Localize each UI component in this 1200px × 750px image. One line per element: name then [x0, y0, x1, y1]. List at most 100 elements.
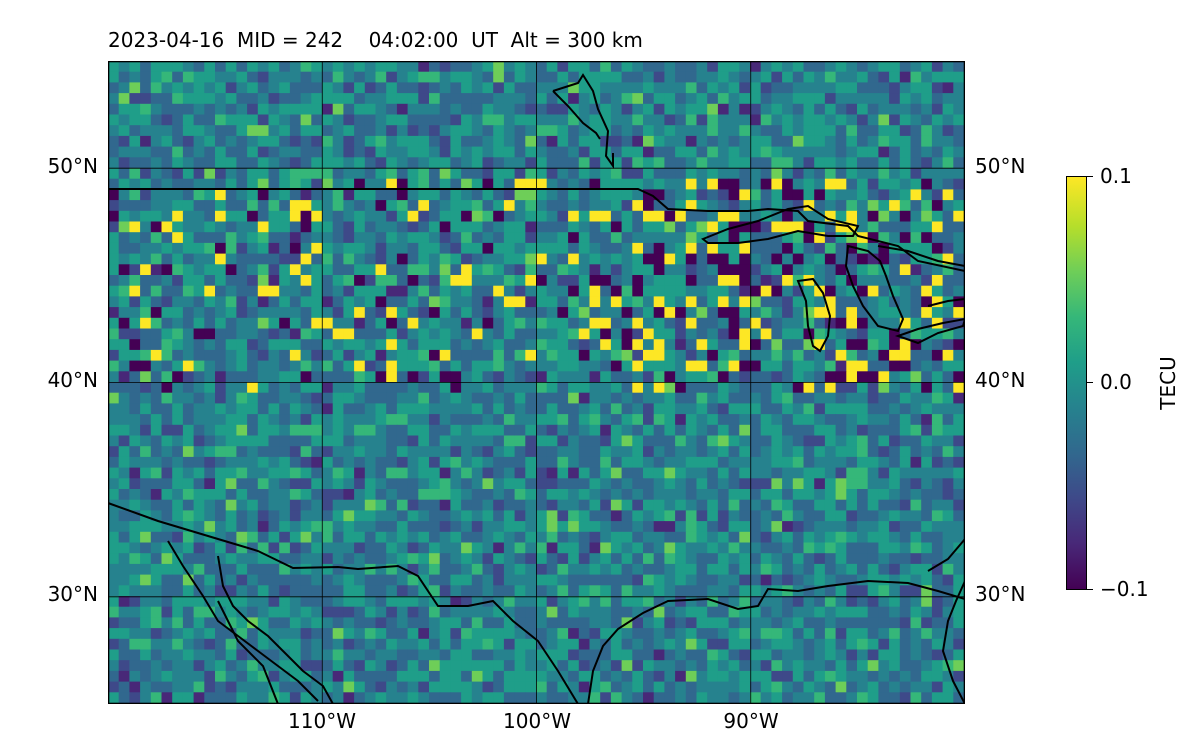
- tec-cell: [760, 392, 772, 404]
- tec-cell: [493, 521, 505, 533]
- tec-cell: [846, 681, 858, 693]
- tec-cell: [664, 681, 676, 693]
- tec-cell: [204, 71, 216, 83]
- tec-cell: [546, 93, 558, 105]
- tec-cell: [557, 660, 569, 672]
- tec-cell: [343, 178, 355, 190]
- tec-cell: [375, 628, 387, 640]
- tec-cell: [578, 670, 590, 683]
- tec-cell: [878, 649, 890, 661]
- tec-cell: [289, 446, 302, 458]
- tec-cell: [921, 349, 933, 362]
- tec-cell: [931, 606, 944, 618]
- tec-cell: [846, 649, 858, 661]
- tec-cell: [824, 264, 837, 276]
- tec-cell: [493, 114, 505, 126]
- tec-cell: [942, 242, 954, 255]
- tec-cell: [461, 146, 473, 158]
- tec-cell: [461, 542, 473, 554]
- tec-cell: [728, 114, 740, 126]
- tec-cell: [653, 61, 665, 73]
- tec-cell: [536, 146, 548, 158]
- tec-cell: [707, 392, 719, 404]
- tec-cell: [343, 146, 355, 158]
- tec-cell: [247, 596, 259, 608]
- tec-cell: [857, 563, 869, 576]
- tec-cell: [225, 585, 237, 597]
- tec-cell: [332, 681, 344, 693]
- tec-cell: [225, 328, 237, 340]
- tec-cell: [418, 499, 430, 511]
- tec-cell: [129, 328, 141, 340]
- tec-cell: [418, 360, 430, 372]
- tec-cell: [118, 382, 130, 394]
- tec-cell: [204, 435, 216, 447]
- tec-cell: [450, 403, 462, 415]
- tec-cell: [450, 478, 462, 490]
- tec-cell: [493, 638, 505, 650]
- tec-cell: [910, 114, 922, 126]
- tec-cell: [621, 349, 633, 362]
- tec-cell: [182, 596, 195, 608]
- tec-cell: [386, 221, 398, 233]
- tec-cell: [568, 114, 580, 126]
- tec-cell: [931, 135, 944, 148]
- tec-cell: [407, 71, 419, 83]
- tec-cell: [664, 531, 676, 543]
- tec-cell: [343, 382, 355, 394]
- tec-cell: [300, 253, 312, 265]
- tec-cell: [386, 114, 398, 126]
- tec-cell: [568, 93, 580, 105]
- tec-cell: [396, 563, 409, 576]
- tec-cell: [482, 82, 494, 94]
- tec-cell: [129, 125, 141, 137]
- tec-cell: [696, 681, 708, 693]
- tec-cell: [953, 585, 965, 597]
- tec-cell: [782, 542, 794, 554]
- tec-cell: [204, 478, 216, 490]
- colorbar-tick-max: [1087, 176, 1093, 178]
- tec-cell: [750, 692, 762, 704]
- tec-cell: [760, 93, 772, 105]
- tec-cell: [418, 628, 430, 640]
- tec-cell: [792, 328, 804, 340]
- tec-cell: [247, 103, 259, 115]
- tec-cell: [846, 232, 858, 244]
- tec-cell: [386, 61, 398, 73]
- tec-cell: [621, 553, 633, 565]
- tec-cell: [835, 681, 847, 693]
- tec-cell: [717, 200, 730, 212]
- tec-cell: [568, 71, 580, 83]
- tec-cell: [289, 349, 302, 362]
- tec-cell: [268, 574, 280, 586]
- tec-cell: [857, 221, 869, 233]
- tec-cell: [675, 628, 687, 640]
- tec-cell: [824, 232, 837, 244]
- tec-cell: [739, 670, 751, 683]
- tec-cell: [407, 499, 419, 511]
- tec-cell: [536, 296, 548, 308]
- tec-cell: [568, 307, 580, 319]
- tec-cell: [953, 499, 965, 511]
- tec-cell: [728, 307, 740, 319]
- lake-ontario: [927, 298, 965, 307]
- tec-cell: [461, 93, 473, 105]
- tec-cell: [707, 242, 719, 255]
- tec-cell: [931, 382, 944, 394]
- lat-label-left-30: 30°N: [47, 582, 98, 606]
- tec-cell: [236, 103, 248, 115]
- tec-cell: [557, 307, 569, 319]
- tec-cell: [632, 628, 644, 640]
- tec-cell: [760, 446, 772, 458]
- tec-cell: [279, 264, 291, 276]
- tec-cell: [332, 210, 344, 222]
- tec-cell: [161, 606, 173, 618]
- tec-cell: [461, 103, 473, 115]
- tec-cell: [750, 456, 762, 469]
- tec-cell: [696, 456, 708, 469]
- tec-cell: [632, 157, 644, 169]
- tec-cell: [247, 253, 259, 265]
- tec-cell: [707, 221, 719, 233]
- tec-cell: [685, 606, 697, 618]
- tec-cell: [578, 563, 590, 576]
